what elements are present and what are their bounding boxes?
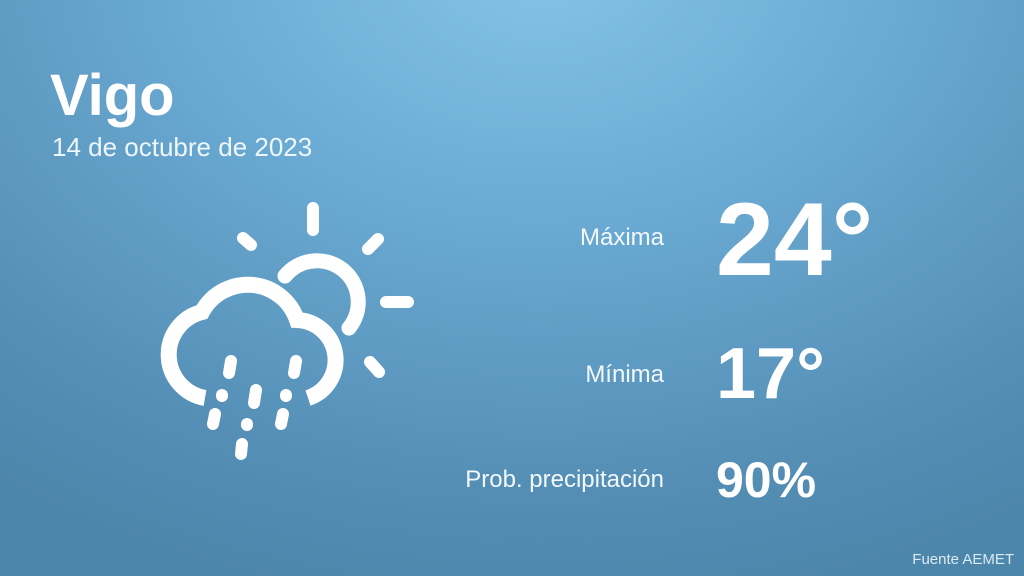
source-credit: Fuente AEMET — [912, 551, 1014, 568]
min-temp-value: 17° — [716, 334, 825, 414]
max-temp-value: 24° — [716, 182, 874, 298]
sun-rays-icon — [237, 202, 414, 378]
sun-arc — [277, 253, 366, 336]
forecast-date: 14 de octubre de 2023 — [52, 132, 313, 162]
cloud-outline — [160, 276, 344, 406]
min-temp-label: Mínima — [585, 361, 664, 388]
city-name: Vigo — [50, 63, 175, 128]
max-temp-label: Máxima — [579, 224, 664, 251]
precipitation-value: 90% — [716, 452, 817, 508]
precipitation-label: Prob. precipitación — [465, 466, 664, 493]
rain-drops-icon — [207, 355, 302, 460]
